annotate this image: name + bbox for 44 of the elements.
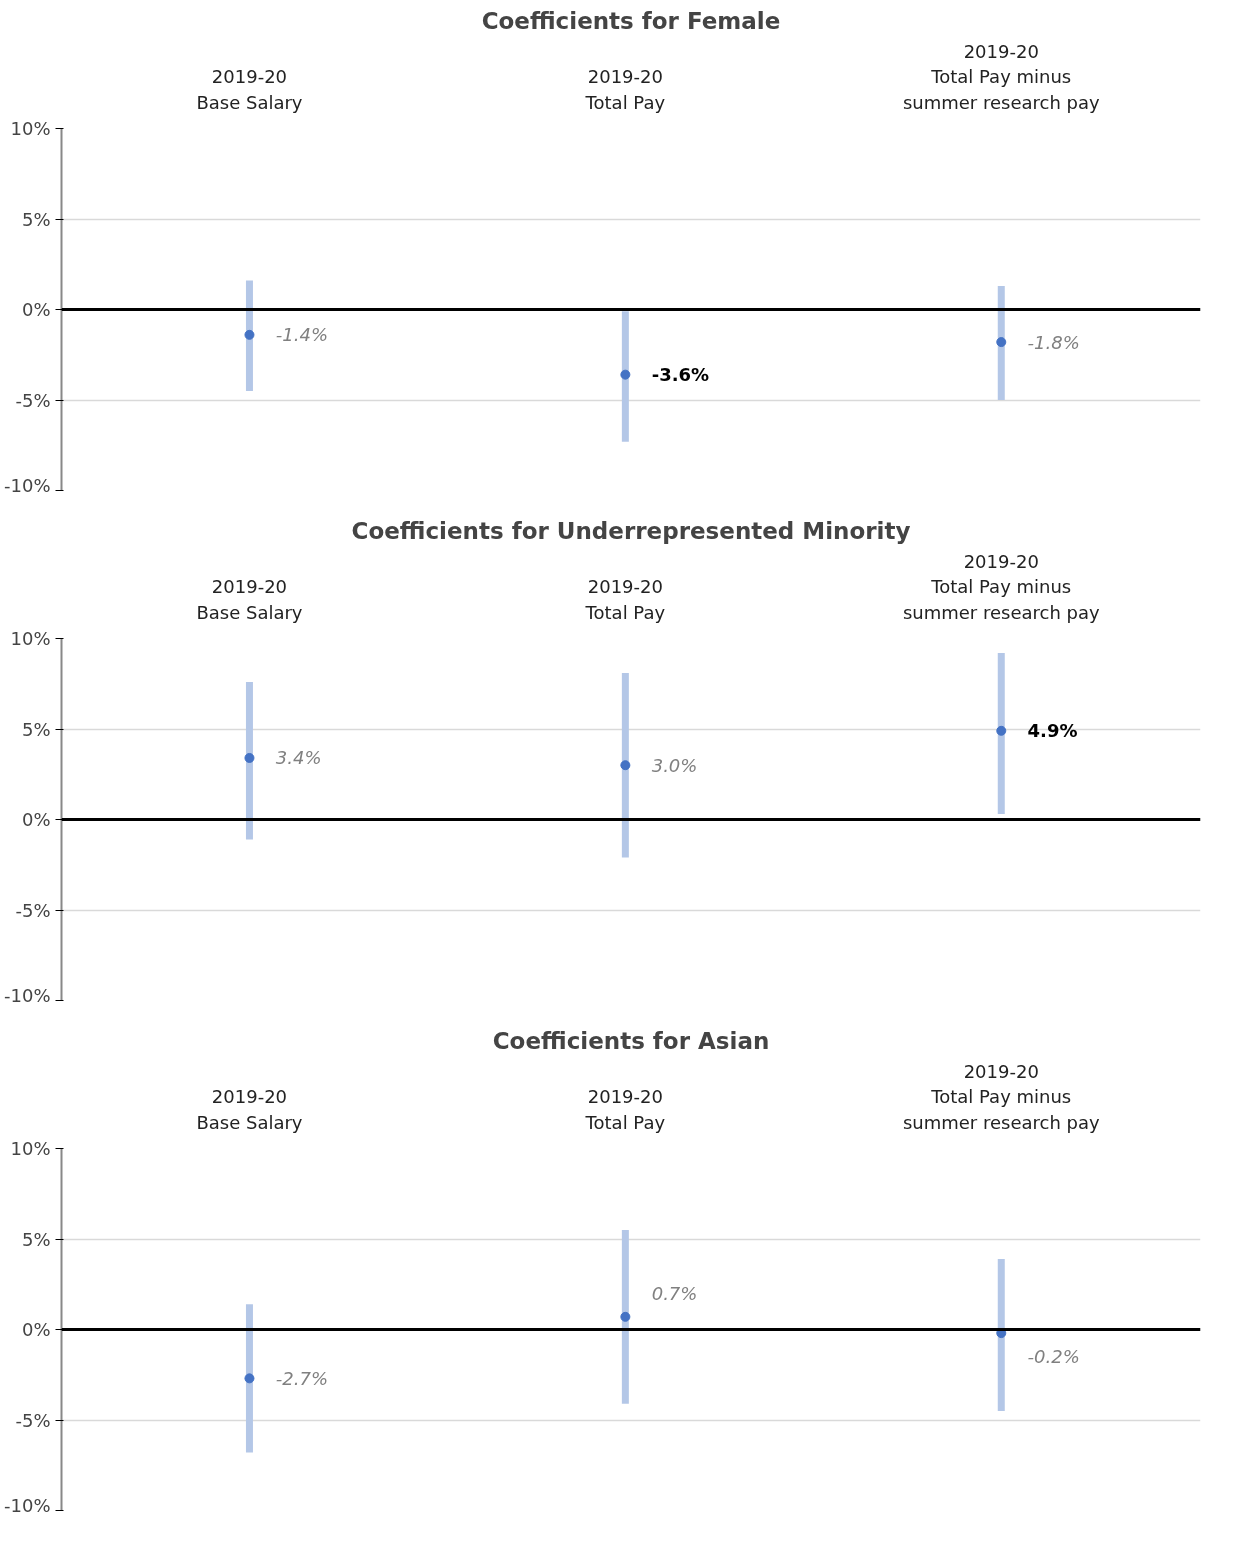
point	[996, 725, 1007, 736]
data-label: -2.7%	[275, 1367, 328, 1389]
y-tick-label: 10%	[10, 628, 51, 649]
y-tick-label: -10%	[4, 474, 51, 496]
x-tick-label: 2019-20 Base Salary	[196, 66, 303, 113]
y-tick-label: 10%	[10, 118, 51, 139]
y-tick-label: 0%	[21, 299, 51, 320]
chart-title: Coefficients for Underrepresented Minority	[351, 517, 911, 544]
y-tick-label: -10%	[4, 984, 51, 1006]
chart-title: Coefficients for Female	[481, 7, 781, 34]
x-tick-label: 2019-20 Total Pay	[584, 1086, 666, 1133]
x-tick-label: 2019-20 Total Pay	[584, 66, 666, 113]
data-label: 0.7%	[651, 1282, 698, 1304]
y-tick-label: 0%	[21, 1319, 51, 1340]
point	[996, 337, 1007, 348]
data-label: 4.9%	[1027, 720, 1078, 742]
x-tick-label: 2019-20 Base Salary	[196, 1086, 303, 1133]
y-tick-label: -5%	[15, 899, 51, 921]
point	[620, 760, 631, 771]
x-tick-label: 2019-20 Total Pay	[584, 576, 666, 623]
y-tick-label: -5%	[15, 1409, 51, 1431]
data-label: -3.6%	[651, 364, 710, 386]
data-label: -0.2%	[1027, 1346, 1080, 1368]
data-label: -1.8%	[1027, 331, 1080, 353]
point	[244, 752, 255, 763]
data-label: 3.0%	[651, 754, 698, 776]
x-tick-label: 2019-20 Total Pay minus summer research pay	[902, 41, 1100, 113]
y-tick-label: 0%	[21, 809, 51, 830]
point	[244, 329, 255, 340]
y-tick-label: 5%	[21, 718, 51, 740]
data-label: -1.4%	[275, 324, 328, 346]
chart-title: Coefficients for Asian	[492, 1027, 770, 1054]
y-tick-label: 5%	[21, 1228, 51, 1250]
y-tick-label: 5%	[21, 208, 51, 230]
x-tick-label: 2019-20 Base Salary	[196, 576, 303, 623]
x-tick-label: 2019-20 Total Pay minus summer research pay	[902, 1061, 1100, 1133]
point	[620, 369, 631, 380]
y-tick-label: -10%	[4, 1494, 51, 1516]
y-tick-label: 10%	[10, 1138, 51, 1159]
point	[620, 1311, 631, 1322]
point	[244, 1373, 255, 1384]
x-tick-label: 2019-20 Total Pay minus summer research pay	[902, 551, 1100, 623]
data-label: 3.4%	[275, 747, 322, 769]
y-tick-label: -5%	[15, 389, 51, 411]
